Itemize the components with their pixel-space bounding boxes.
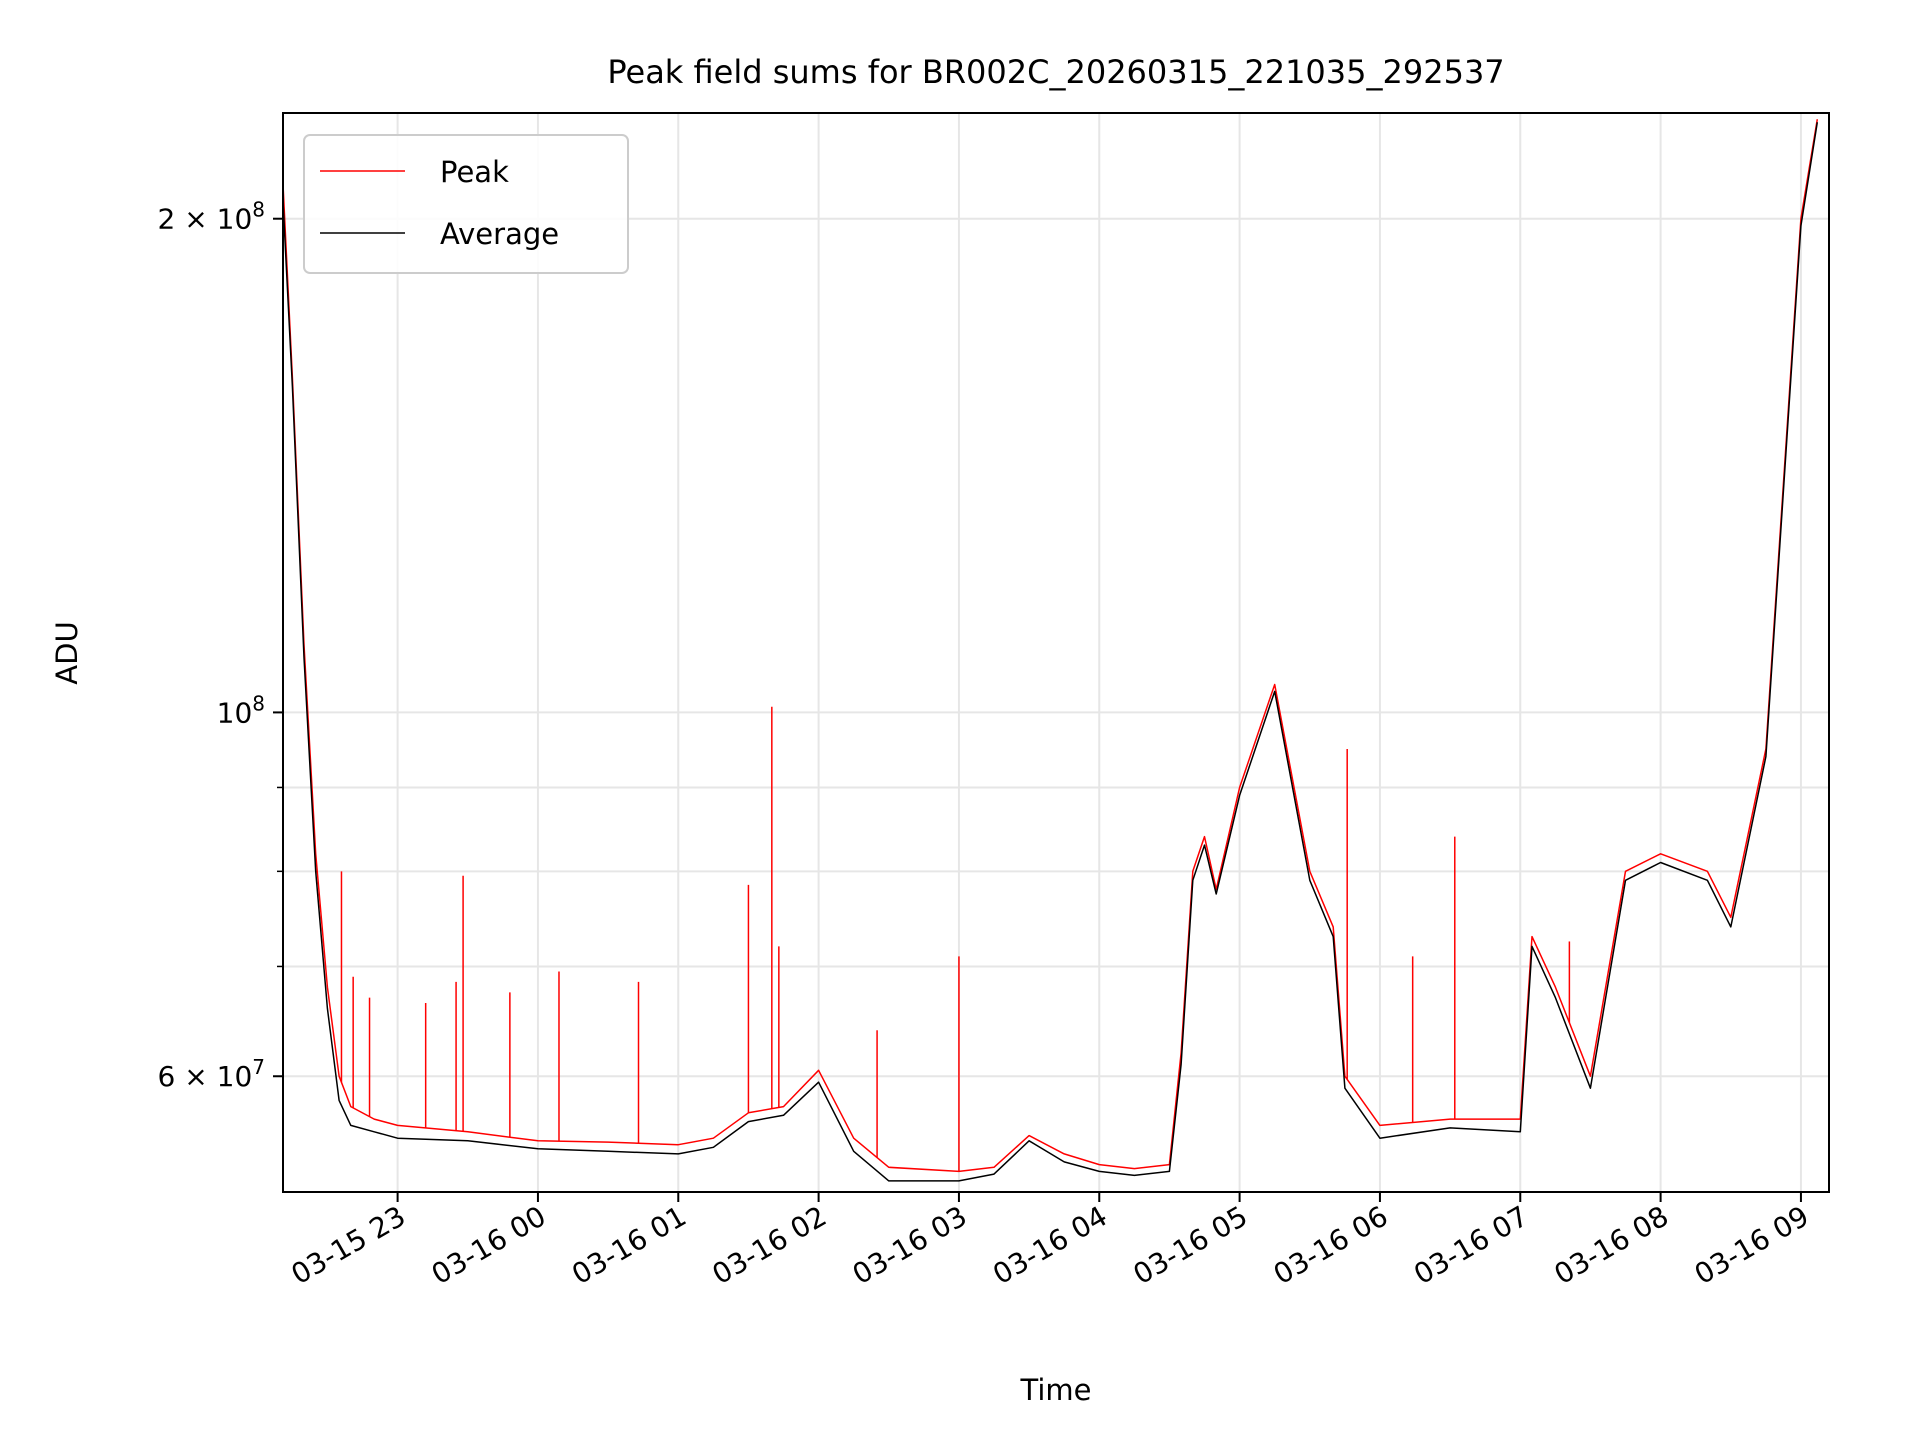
x-tick-label: 03-16 03 — [847, 1199, 973, 1291]
x-tick-label: 03-16 04 — [987, 1199, 1113, 1291]
y-tick-label: 2 × 108 — [158, 198, 265, 236]
legend: Peak Average — [303, 134, 629, 274]
y-tick-label: 6 × 107 — [158, 1055, 265, 1093]
legend-label-average: Average — [440, 217, 559, 251]
series-average-line — [282, 122, 1819, 1182]
x-tick-label: 03-16 06 — [1268, 1199, 1394, 1291]
series-peak-line — [282, 119, 1819, 1173]
x-tick-label: 03-16 05 — [1128, 1199, 1254, 1291]
x-tick-label: 03-16 00 — [426, 1199, 552, 1291]
legend-box — [303, 134, 629, 274]
legend-label-peak: Peak — [440, 155, 509, 189]
y-axis-ticks: 6 × 107 108 2 × 108 — [158, 198, 283, 1093]
x-tick-label: 03-16 09 — [1689, 1199, 1815, 1291]
x-axis-label: Time — [1020, 1373, 1092, 1407]
x-tick-label: 03-16 08 — [1549, 1199, 1675, 1291]
x-tick-label: 03-16 07 — [1408, 1199, 1534, 1291]
plot-frame — [282, 112, 1830, 1193]
x-axis-ticks: 03-15 23 03-16 00 03-16 01 03-16 02 03-16 03… — [286, 1192, 1815, 1291]
plot-area — [282, 119, 1819, 1182]
y-axis-label: ADU — [50, 621, 84, 684]
y-tick-label: 108 — [217, 691, 265, 729]
chart-title: Peak field sums for BR002C_20260315_2210… — [607, 53, 1504, 91]
series-average — [282, 122, 1819, 1182]
grid-lines — [283, 113, 1829, 1192]
series-peak — [282, 119, 1819, 1173]
x-tick-label: 03-16 01 — [566, 1199, 692, 1291]
x-tick-label: 03-15 23 — [286, 1199, 412, 1291]
x-tick-label: 03-16 02 — [707, 1199, 833, 1291]
